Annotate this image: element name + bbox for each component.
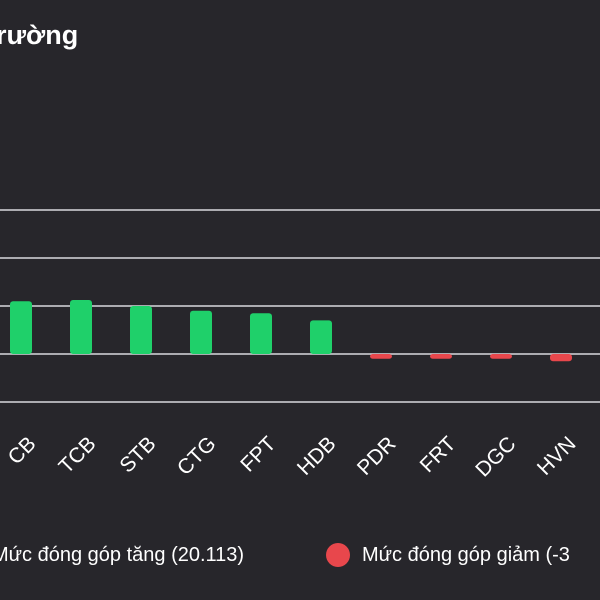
legend-decrease-dot (326, 543, 350, 567)
x-tick-label-tcb: TCB (55, 432, 101, 478)
x-tick-label-cb: CB (4, 432, 41, 469)
x-tick-label-stb: STB (115, 432, 160, 477)
bar-cb[interactable] (10, 301, 32, 354)
bar-fpt[interactable] (250, 313, 272, 354)
x-tick-label-pdr: PDR (353, 432, 401, 480)
bar-hvn[interactable] (550, 354, 572, 362)
chart-legend: Mức đóng góp tăng (20.113) Mức đóng góp … (0, 538, 600, 572)
x-tick-label-dgc: DGC (471, 432, 520, 481)
bar-tcb[interactable] (70, 300, 92, 354)
x-tick-label-frt: FRT (416, 432, 461, 477)
bar-dgc[interactable] (490, 354, 512, 359)
x-tick-label-fpt: FPT (236, 432, 280, 476)
x-tick-label-ctg: CTG (173, 432, 221, 480)
bar-hdb[interactable] (310, 320, 332, 354)
bar-ctg[interactable] (190, 310, 212, 354)
bar-pdr[interactable] (370, 354, 392, 359)
page-title: rường (0, 20, 79, 50)
legend-item-increase[interactable]: Mức đóng góp tăng (20.113) (0, 538, 244, 572)
legend-increase-label: Mức đóng góp tăng (20.113) (0, 543, 245, 566)
bar-frt[interactable] (430, 354, 452, 359)
chart-bars (10, 300, 572, 362)
chart-x-tick-labels: CBTCBSTBCTGFPTHDBPDRFRTDGCHVNNV (4, 432, 581, 481)
legend-item-decrease[interactable]: Mức đóng góp giảm (-3 (326, 538, 570, 572)
legend-decrease-label: Mức đóng góp giảm (-3 (362, 543, 570, 566)
x-tick-label-hvn: HVN (533, 432, 581, 480)
bar-stb[interactable] (130, 306, 152, 354)
x-tick-label-hdb: HDB (293, 432, 341, 480)
